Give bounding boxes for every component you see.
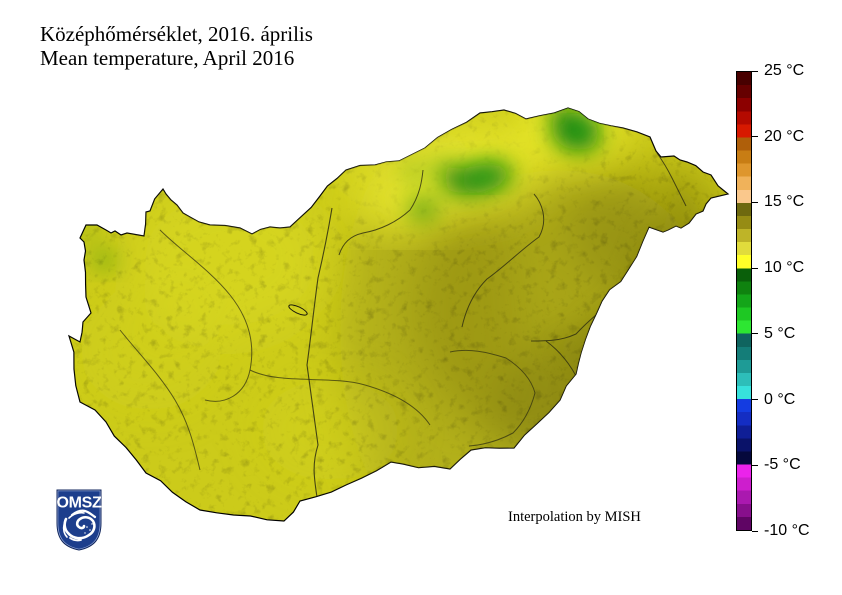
svg-text:OMSZ: OMSZ	[56, 495, 102, 512]
